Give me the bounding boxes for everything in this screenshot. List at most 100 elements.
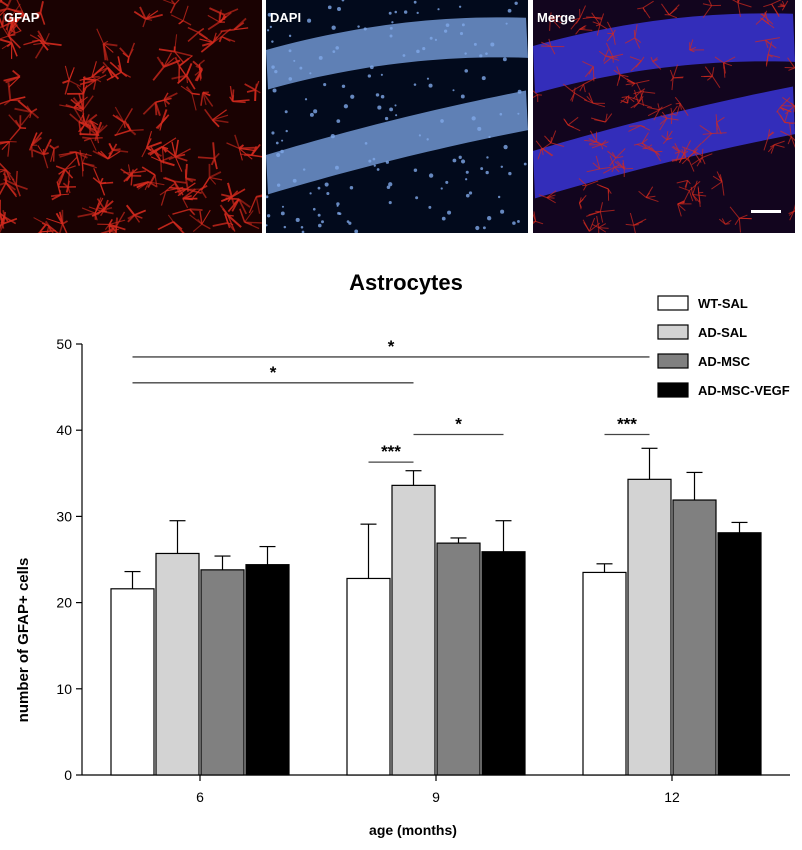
nucleus-dot bbox=[447, 210, 452, 215]
nucleus-dot bbox=[293, 59, 296, 62]
astrocyte-mark bbox=[133, 6, 163, 28]
merge-micrograph: Merge bbox=[533, 0, 795, 233]
nucleus-dot bbox=[317, 213, 321, 217]
merged-astrocyte-mark bbox=[614, 159, 634, 178]
merge-stain-image bbox=[533, 0, 795, 233]
nucleus-dot bbox=[274, 69, 278, 74]
nucleus-dot bbox=[317, 186, 321, 190]
merged-astrocyte-mark bbox=[697, 186, 704, 207]
nucleus-dot bbox=[313, 109, 318, 114]
error-bar bbox=[686, 471, 703, 501]
nucleus-dot bbox=[477, 126, 482, 131]
nucleus-dot bbox=[276, 183, 281, 187]
nucleus-dot bbox=[309, 72, 312, 75]
astrocyte-mark bbox=[3, 69, 21, 88]
nucleus-dot bbox=[304, 98, 308, 101]
error-bar bbox=[169, 520, 186, 554]
gfap-panel-label: GFAP bbox=[4, 10, 40, 25]
nucleus-dot bbox=[507, 8, 512, 13]
astrocyte-mark bbox=[8, 114, 27, 141]
merged-astrocyte-mark bbox=[677, 200, 692, 217]
astrocyte-mark bbox=[229, 85, 250, 104]
merged-astrocyte-mark bbox=[575, 25, 593, 35]
nucleus-dot bbox=[460, 159, 466, 164]
merged-astrocyte-mark bbox=[582, 217, 600, 232]
nucleus-dot bbox=[376, 168, 380, 171]
bar bbox=[481, 551, 526, 776]
nucleus-dot bbox=[336, 119, 341, 123]
error-bar bbox=[259, 545, 276, 565]
nucleus-dot bbox=[312, 207, 316, 211]
merged-astrocyte-mark bbox=[715, 114, 725, 135]
nucleus-dot bbox=[422, 47, 426, 51]
astrocyte-mark bbox=[225, 197, 251, 215]
bar bbox=[245, 564, 290, 776]
nucleus-dot bbox=[416, 11, 419, 15]
astrocyte-mark bbox=[209, 28, 236, 46]
nucleus-dot bbox=[389, 107, 394, 112]
nucleus-dot bbox=[500, 209, 505, 214]
dapi-stain-image bbox=[266, 0, 528, 233]
error-bar bbox=[450, 537, 467, 544]
nucleus-dot bbox=[485, 170, 489, 175]
nucleus-dot bbox=[369, 65, 374, 70]
merged-nuclei-band bbox=[533, 13, 795, 94]
merged-astrocyte-mark bbox=[767, 140, 785, 154]
nucleus-dot bbox=[301, 230, 305, 233]
nucleus-dot bbox=[386, 185, 391, 190]
nucleus-dot bbox=[349, 185, 354, 190]
astrocyte-mark bbox=[106, 56, 131, 81]
bar bbox=[627, 478, 672, 776]
nucleus-dot bbox=[271, 40, 274, 43]
nucleus-dot bbox=[276, 152, 281, 158]
astrocyte-mark bbox=[155, 109, 170, 131]
nucleus-dot bbox=[321, 220, 324, 224]
nucleus-dot bbox=[380, 73, 383, 76]
nucleus-dot bbox=[271, 131, 275, 135]
astrocyte-mark bbox=[200, 163, 223, 191]
significance-label: * bbox=[388, 337, 395, 356]
nucleus-dot bbox=[488, 135, 491, 139]
nucleus-dot bbox=[388, 11, 392, 15]
nucleus-dot bbox=[335, 46, 339, 50]
merged-astrocyte-mark bbox=[562, 83, 588, 102]
y-tick-label: 20 bbox=[56, 595, 72, 611]
astrocyte-mark bbox=[220, 17, 249, 33]
merged-astrocyte-mark bbox=[763, 0, 782, 18]
merged-astrocyte-mark bbox=[659, 111, 679, 131]
merged-astrocyte-mark bbox=[578, 178, 599, 191]
nucleus-dot bbox=[434, 38, 438, 41]
nucleus-dot bbox=[288, 49, 292, 53]
nucleus-dot bbox=[428, 205, 432, 209]
nucleus-dot bbox=[309, 192, 312, 195]
merged-astrocyte-mark bbox=[784, 57, 795, 71]
nucleus-dot bbox=[281, 205, 285, 208]
astrocyte-mark bbox=[34, 1, 46, 25]
bar bbox=[582, 571, 627, 776]
nucleus-dot bbox=[327, 5, 332, 10]
nucleus-dot bbox=[332, 50, 336, 53]
nucleus-dot bbox=[281, 139, 284, 142]
legend-label: AD-MSC bbox=[698, 354, 751, 369]
scale-bar bbox=[751, 210, 781, 213]
merged-astrocyte-mark bbox=[699, 125, 727, 144]
nucleus-dot bbox=[373, 164, 376, 167]
nucleus-dot bbox=[499, 112, 503, 116]
astrocyte-mark bbox=[248, 194, 262, 214]
astrocyte-mark bbox=[9, 16, 19, 34]
nucleus-dot bbox=[288, 34, 292, 38]
nucleus-dot bbox=[389, 34, 393, 38]
nucleus-dot bbox=[426, 138, 429, 141]
astrocyte-mark bbox=[141, 130, 162, 158]
merged-astrocyte-mark bbox=[591, 215, 609, 233]
merged-astrocyte-mark bbox=[755, 37, 780, 49]
nucleus-dot bbox=[309, 112, 314, 117]
y-tick-label: 10 bbox=[56, 681, 72, 697]
nucleus-dot bbox=[394, 10, 398, 14]
y-tick-label: 0 bbox=[64, 767, 72, 783]
nucleus-dot bbox=[471, 116, 476, 121]
nucleus-dot bbox=[413, 83, 417, 86]
legend-label: AD-SAL bbox=[698, 325, 747, 340]
astrocyte-mark bbox=[226, 134, 257, 161]
nucleus-dot bbox=[266, 29, 270, 32]
